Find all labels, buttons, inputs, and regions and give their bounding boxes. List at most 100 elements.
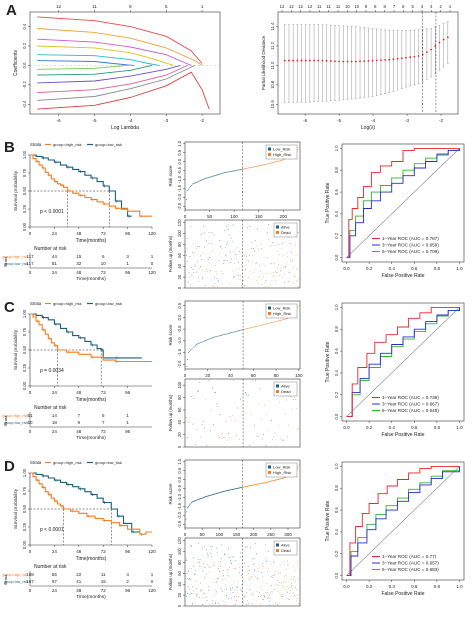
status-training-point xyxy=(261,284,263,286)
roc-training-roc-curve-1 xyxy=(346,148,460,259)
status-entire-point xyxy=(213,564,215,566)
riskscore-training-point xyxy=(189,186,191,188)
status-testing-point xyxy=(244,391,246,393)
status-training-point xyxy=(215,270,217,272)
status-training-point xyxy=(255,262,257,264)
status-entire-point xyxy=(207,590,209,591)
status-training-point xyxy=(231,258,233,260)
riskscore-entire-point xyxy=(217,492,219,494)
status-entire-point xyxy=(189,578,190,579)
status-testing-point xyxy=(232,415,234,417)
riskscore-entire-point xyxy=(299,461,301,463)
lasso-coef-path-2 xyxy=(37,38,192,66)
riskscore-entire-point xyxy=(235,488,237,490)
status-entire-point xyxy=(267,597,269,599)
km-training-risk-table-row-label: group=low_risk xyxy=(4,262,28,266)
km-testing-risk-table-x-tick: 96 xyxy=(125,429,131,434)
km-testing-risk-table-strata: Strata xyxy=(3,415,8,426)
status-training-point xyxy=(208,231,210,233)
km-training-x-tick-label: 24 xyxy=(52,231,58,236)
riskscore-testing-point xyxy=(255,326,257,328)
status-entire-point xyxy=(240,588,242,590)
riskscore-entire-point xyxy=(264,482,266,484)
riskscore-entire-point xyxy=(233,488,235,490)
status-entire-point xyxy=(296,589,297,591)
riskscore-training-point xyxy=(243,168,244,170)
status-training-point xyxy=(286,262,288,264)
status-entire-point xyxy=(284,587,285,589)
status-training-point xyxy=(251,260,253,262)
status-training-point xyxy=(273,275,275,277)
riskscore-entire-legend-low: Low_Risk xyxy=(273,465,290,470)
status-entire-point xyxy=(200,590,202,592)
status-testing-point xyxy=(298,428,300,430)
riskscore-training-point xyxy=(202,178,204,180)
status-training-point xyxy=(277,250,279,252)
riskscore-entire-point xyxy=(245,486,247,488)
riskscore-entire-point xyxy=(208,495,210,497)
status-testing-point xyxy=(243,412,245,414)
status-entire-point xyxy=(208,585,210,587)
status-entire-point xyxy=(281,583,282,584)
status-entire-y-label: Follow up (months) xyxy=(168,553,173,590)
status-entire-point xyxy=(270,563,272,565)
lasso-x-tick-label: -5 xyxy=(93,118,97,123)
status-entire-point xyxy=(245,546,247,548)
lasso-coef-path-9 xyxy=(37,64,188,94)
status-testing-point xyxy=(214,392,216,393)
roc-testing-y-tick-label: 0.6 xyxy=(334,347,339,353)
km-entire-y-tick-label: 0.00 xyxy=(22,540,27,549)
riskscore-entire-point xyxy=(297,467,299,469)
status-training-point xyxy=(261,279,263,281)
status-entire-point xyxy=(203,545,205,547)
status-training-point xyxy=(225,244,227,245)
status-entire-point xyxy=(234,596,235,597)
status-entire-point xyxy=(274,574,275,575)
status-testing-y-tick-label: 60 xyxy=(177,407,182,412)
roc-testing-roc-curve-0 xyxy=(346,306,460,418)
riskscore-training-point xyxy=(219,173,221,175)
status-testing-y-tick-label: 40 xyxy=(177,419,182,424)
km-testing-risk-table-cell: 14 xyxy=(52,413,58,418)
status-testing-point xyxy=(198,390,200,392)
riskscore-testing-point xyxy=(213,336,214,338)
riskscore-training-point xyxy=(269,162,271,164)
status-entire-point xyxy=(294,594,295,596)
status-testing-legend-dead: Dead xyxy=(281,389,291,394)
riskscore-entire-y-tick-label: -0.5 xyxy=(177,484,182,492)
roc-training-x-tick-label: 0.8 xyxy=(434,266,441,271)
status-training-point xyxy=(272,275,274,277)
cv-mean-point xyxy=(288,59,290,62)
riskscore-testing-y-tick-label: -2.0 xyxy=(177,360,182,368)
riskscore-training-x-tick-label: 150 xyxy=(255,214,263,219)
status-entire-point xyxy=(256,591,258,593)
status-entire-y-tick-label: 40 xyxy=(177,581,182,586)
status-testing-point xyxy=(208,380,210,382)
lasso-coef-path-8 xyxy=(37,64,181,84)
riskscore-entire-point xyxy=(257,483,259,485)
riskscore-training-point xyxy=(220,173,222,175)
riskscore-entire-point xyxy=(252,484,254,486)
riskscore-testing-point xyxy=(299,304,301,305)
status-entire-point xyxy=(280,572,281,574)
km-testing-curve-high-risk xyxy=(30,313,152,363)
roc-testing-y-tick-label: 0.0 xyxy=(334,413,339,419)
km-training-risk-table-x-tick: 96 xyxy=(125,270,131,275)
status-training-point xyxy=(289,243,291,245)
riskscore-entire-point xyxy=(246,485,248,487)
riskscore-testing-point xyxy=(217,335,219,337)
status-training-point xyxy=(195,247,197,249)
lasso-y-tick-label: 0.0 xyxy=(22,62,27,68)
status-entire-point xyxy=(217,577,219,579)
riskscore-training-point xyxy=(197,181,199,182)
km-entire-y-label: Survival probability xyxy=(13,488,19,529)
status-training-point xyxy=(247,227,248,229)
status-training-point xyxy=(258,264,260,266)
riskscore-entire-point xyxy=(189,504,190,506)
cv-mean-point xyxy=(438,41,441,44)
status-entire-point xyxy=(237,581,238,583)
riskscore-testing-point xyxy=(274,321,276,323)
status-entire-point xyxy=(276,603,278,605)
riskscore-testing-point xyxy=(223,334,225,336)
status-training-point xyxy=(292,258,294,260)
